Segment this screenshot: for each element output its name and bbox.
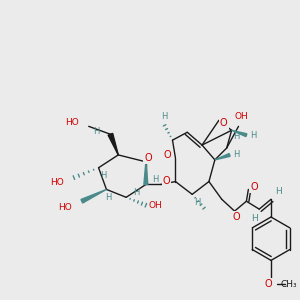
- Text: O: O: [164, 150, 171, 160]
- Text: H: H: [105, 193, 112, 202]
- Text: O: O: [233, 212, 240, 222]
- Text: O: O: [220, 118, 227, 128]
- Text: H: H: [251, 214, 258, 224]
- Text: OH: OH: [149, 201, 163, 210]
- Text: H: H: [152, 175, 159, 184]
- Text: H: H: [250, 131, 256, 140]
- Text: CH₃: CH₃: [281, 280, 298, 289]
- Text: H: H: [100, 171, 107, 180]
- Text: O: O: [264, 279, 272, 289]
- Text: H: H: [194, 198, 200, 207]
- Text: H: H: [161, 112, 168, 121]
- Polygon shape: [81, 189, 106, 203]
- Text: O: O: [250, 182, 258, 193]
- Polygon shape: [232, 130, 247, 136]
- Polygon shape: [215, 154, 230, 160]
- Text: OH: OH: [235, 112, 248, 121]
- Text: H: H: [275, 187, 282, 196]
- Text: HO: HO: [65, 118, 79, 127]
- Polygon shape: [144, 162, 148, 184]
- Text: O: O: [144, 153, 152, 163]
- Text: O: O: [163, 176, 170, 186]
- Text: H: H: [233, 150, 240, 159]
- Text: HO: HO: [50, 178, 64, 187]
- Text: H: H: [93, 127, 100, 136]
- Polygon shape: [108, 134, 118, 155]
- Text: HO: HO: [58, 203, 72, 212]
- Text: H: H: [133, 188, 139, 197]
- Text: H: H: [233, 132, 240, 141]
